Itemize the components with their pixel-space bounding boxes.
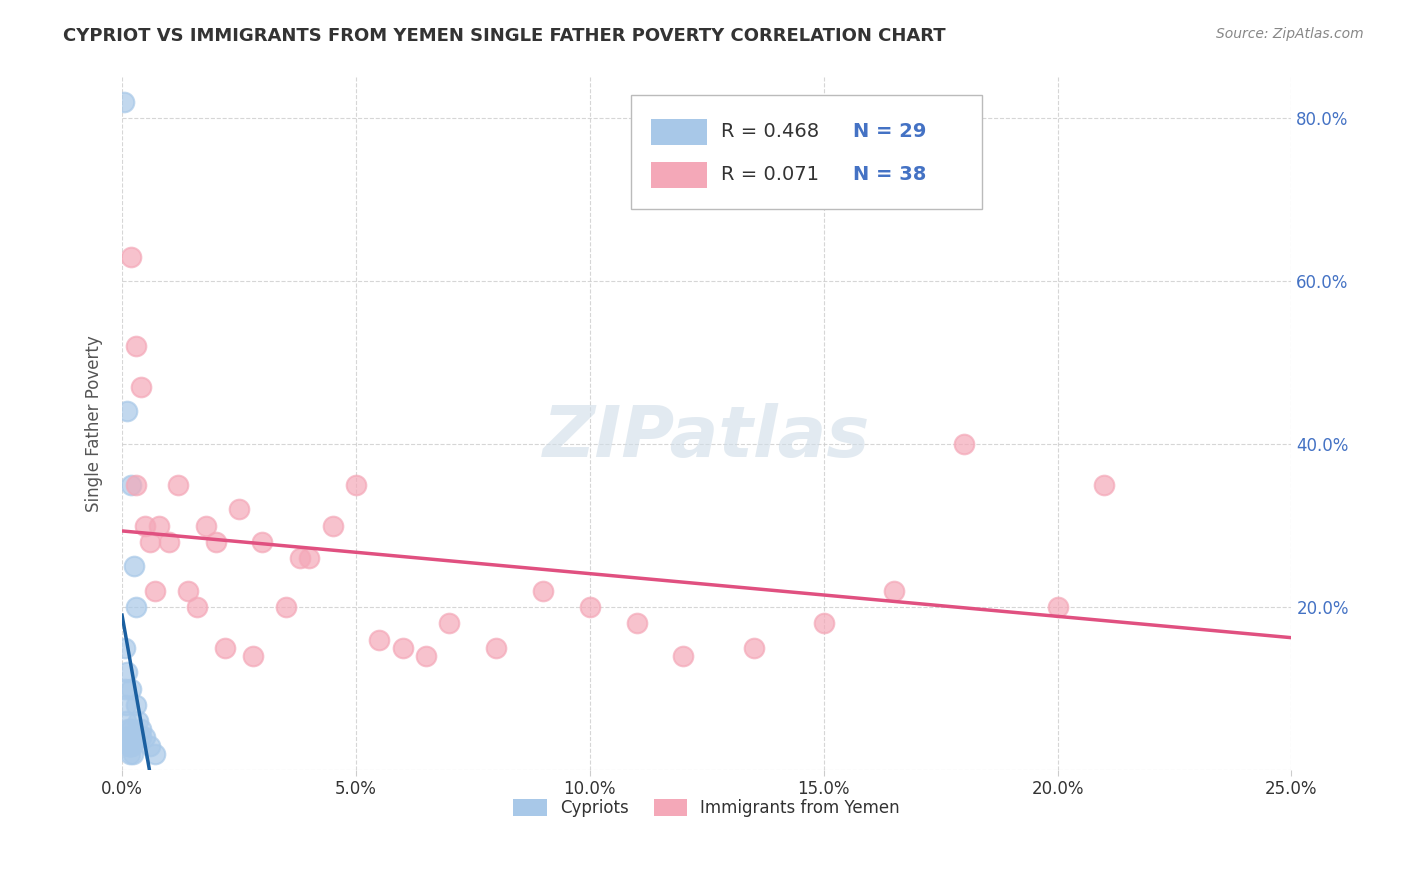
Point [742, 640, 765, 655]
Point [117, 731, 139, 745]
Text: N = 29: N = 29 [853, 122, 927, 141]
Point [167, 478, 190, 492]
Point [813, 616, 835, 631]
Point [125, 698, 148, 712]
Point [195, 518, 218, 533]
Point [252, 534, 274, 549]
Point [274, 600, 297, 615]
Point [129, 380, 152, 394]
Point [626, 616, 648, 631]
Point [531, 583, 554, 598]
Point [125, 339, 148, 353]
Point [120, 723, 142, 737]
Point [322, 518, 344, 533]
Point [120, 478, 142, 492]
Point [114, 681, 136, 696]
Point [127, 714, 149, 728]
Point [125, 478, 148, 492]
Point [157, 534, 180, 549]
Point [578, 600, 600, 615]
Point [883, 583, 905, 598]
FancyBboxPatch shape [651, 119, 707, 145]
Point [139, 739, 162, 753]
Point [121, 747, 143, 761]
Text: R = 0.468: R = 0.468 [721, 122, 818, 141]
Point [439, 616, 461, 631]
FancyBboxPatch shape [631, 95, 981, 209]
Text: ZIPatlas: ZIPatlas [543, 403, 870, 472]
Point [114, 698, 136, 712]
Point [1092, 478, 1115, 492]
Point [118, 739, 141, 753]
Point [288, 551, 311, 566]
Point [125, 600, 148, 615]
Point [344, 478, 367, 492]
Text: CYPRIOT VS IMMIGRANTS FROM YEMEN SINGLE FATHER POVERTY CORRELATION CHART: CYPRIOT VS IMMIGRANTS FROM YEMEN SINGLE … [63, 27, 946, 45]
Point [672, 648, 695, 663]
Point [148, 518, 170, 533]
Point [186, 600, 208, 615]
Point [298, 551, 321, 566]
Point [129, 723, 152, 737]
Point [115, 665, 138, 680]
Point [117, 731, 139, 745]
Point [176, 583, 198, 598]
Point [134, 518, 156, 533]
Point [485, 640, 508, 655]
Point [134, 731, 156, 745]
Text: N = 38: N = 38 [853, 165, 927, 184]
Point [118, 739, 141, 753]
Point [117, 723, 139, 737]
Text: R = 0.071: R = 0.071 [721, 165, 818, 184]
Point [115, 404, 138, 418]
Point [143, 747, 166, 761]
Point [143, 583, 166, 598]
Point [1046, 600, 1069, 615]
Point [122, 559, 145, 574]
Point [120, 747, 142, 761]
Point [214, 640, 236, 655]
Legend: Cypriots, Immigrants from Yemen: Cypriots, Immigrants from Yemen [506, 792, 907, 824]
Point [114, 640, 136, 655]
Point [115, 714, 138, 728]
FancyBboxPatch shape [651, 162, 707, 188]
Text: Source: ZipAtlas.com: Source: ZipAtlas.com [1216, 27, 1364, 41]
Point [120, 681, 142, 696]
Point [391, 640, 413, 655]
Point [129, 731, 152, 745]
Point [121, 739, 143, 753]
Y-axis label: Single Father Poverty: Single Father Poverty [86, 335, 103, 512]
Point [242, 648, 264, 663]
Point [953, 437, 976, 451]
Point [112, 95, 135, 109]
Point [228, 502, 250, 516]
Point [204, 534, 226, 549]
Point [368, 632, 391, 647]
Point [139, 534, 162, 549]
Point [120, 739, 142, 753]
Point [118, 739, 141, 753]
Point [415, 648, 437, 663]
Point [120, 250, 142, 264]
